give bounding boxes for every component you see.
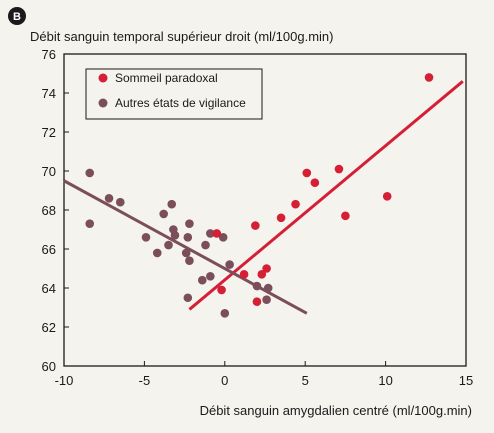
axis-ticks: -10 -5 0 5 10 15 60 62 64 66 68 70 72 74 76: [42, 47, 474, 388]
panel-badge-label: B: [13, 11, 21, 23]
point-autres-etats: [181, 248, 191, 258]
point-sommeil-paradoxal: [251, 221, 260, 230]
point-autres-etats: [263, 283, 273, 293]
point-autres-etats: [225, 260, 234, 269]
x-tick-label: 10: [378, 373, 392, 388]
point-autres-etats: [85, 219, 95, 228]
point-autres-etats: [185, 219, 194, 228]
trend-line-autres-etats: [63, 179, 308, 315]
x-tick-label: 15: [459, 373, 473, 388]
point-sommeil-paradoxal: [252, 297, 262, 306]
point-sommeil-paradoxal: [239, 270, 249, 279]
point-autres-etats: [185, 256, 194, 266]
point-autres-etats: [262, 295, 271, 305]
point-autres-etats: [206, 229, 215, 238]
data-points: [85, 73, 434, 318]
point-sommeil-paradoxal: [382, 192, 392, 201]
y-tick-label: 66: [42, 242, 56, 257]
point-autres-etats: [218, 233, 228, 242]
point-autres-etats: [141, 233, 151, 242]
legend-box: [85, 68, 263, 120]
point-autres-etats: [85, 168, 95, 178]
point-sommeil-paradoxal: [341, 211, 350, 221]
panel-badge-circle: [8, 7, 26, 25]
legend-marker-autres-etats: [98, 98, 108, 108]
point-sommeil-paradoxal: [217, 285, 226, 295]
point-sommeil-paradoxal: [310, 178, 320, 187]
y-tick-label: 60: [42, 359, 56, 374]
point-sommeil-paradoxal: [291, 199, 300, 209]
point-autres-etats: [115, 197, 125, 207]
point-sommeil-paradoxal: [262, 264, 271, 273]
point-autres-etats: [197, 275, 207, 285]
point-autres-etats: [152, 248, 162, 258]
point-sommeil-paradoxal: [276, 213, 286, 223]
y-tick-label: 76: [42, 47, 56, 62]
x-tick-label: -5: [139, 373, 151, 388]
y-axis-title: Débit sanguin temporal supérieur droit (…: [30, 29, 333, 44]
point-sommeil-paradoxal: [424, 73, 434, 82]
y-tick-label: 70: [42, 164, 56, 179]
y-tick-label: 68: [42, 203, 56, 218]
point-autres-etats: [183, 293, 193, 303]
x-tick-label: 5: [302, 373, 309, 388]
point-sommeil-paradoxal: [257, 270, 267, 279]
point-autres-etats: [220, 309, 230, 318]
legend: Sommeil paradoxal Autres états de vigila…: [85, 68, 263, 120]
y-tick-label: 72: [42, 125, 56, 140]
legend-label-sommeil-paradoxal: Sommeil paradoxal: [115, 71, 218, 85]
x-tick-label: -10: [55, 373, 74, 388]
y-tick-label: 62: [42, 320, 56, 335]
point-autres-etats: [167, 199, 177, 209]
point-autres-etats: [252, 281, 262, 291]
point-sommeil-paradoxal: [334, 164, 344, 174]
point-autres-etats: [183, 233, 193, 242]
x-tick-label: 0: [221, 373, 228, 388]
point-autres-etats: [201, 240, 210, 250]
point-autres-etats: [159, 209, 168, 219]
point-autres-etats: [104, 194, 114, 203]
point-sommeil-paradoxal: [212, 229, 222, 238]
y-tick-label: 74: [42, 86, 56, 101]
point-sommeil-paradoxal: [302, 168, 312, 178]
y-tick-label: 64: [42, 281, 56, 296]
point-autres-etats: [206, 272, 215, 281]
point-autres-etats: [164, 240, 173, 250]
legend-marker-sommeil-paradoxal: [98, 73, 108, 83]
point-autres-etats: [169, 225, 178, 234]
legend-label-autres-etats: Autres états de vigilance: [115, 96, 246, 110]
panel-badge: B: [8, 7, 26, 25]
trend-line-sommeil-paradoxal: [188, 80, 464, 311]
x-axis-title: Débit sanguin amygdalien centré (ml/100g…: [200, 403, 472, 418]
